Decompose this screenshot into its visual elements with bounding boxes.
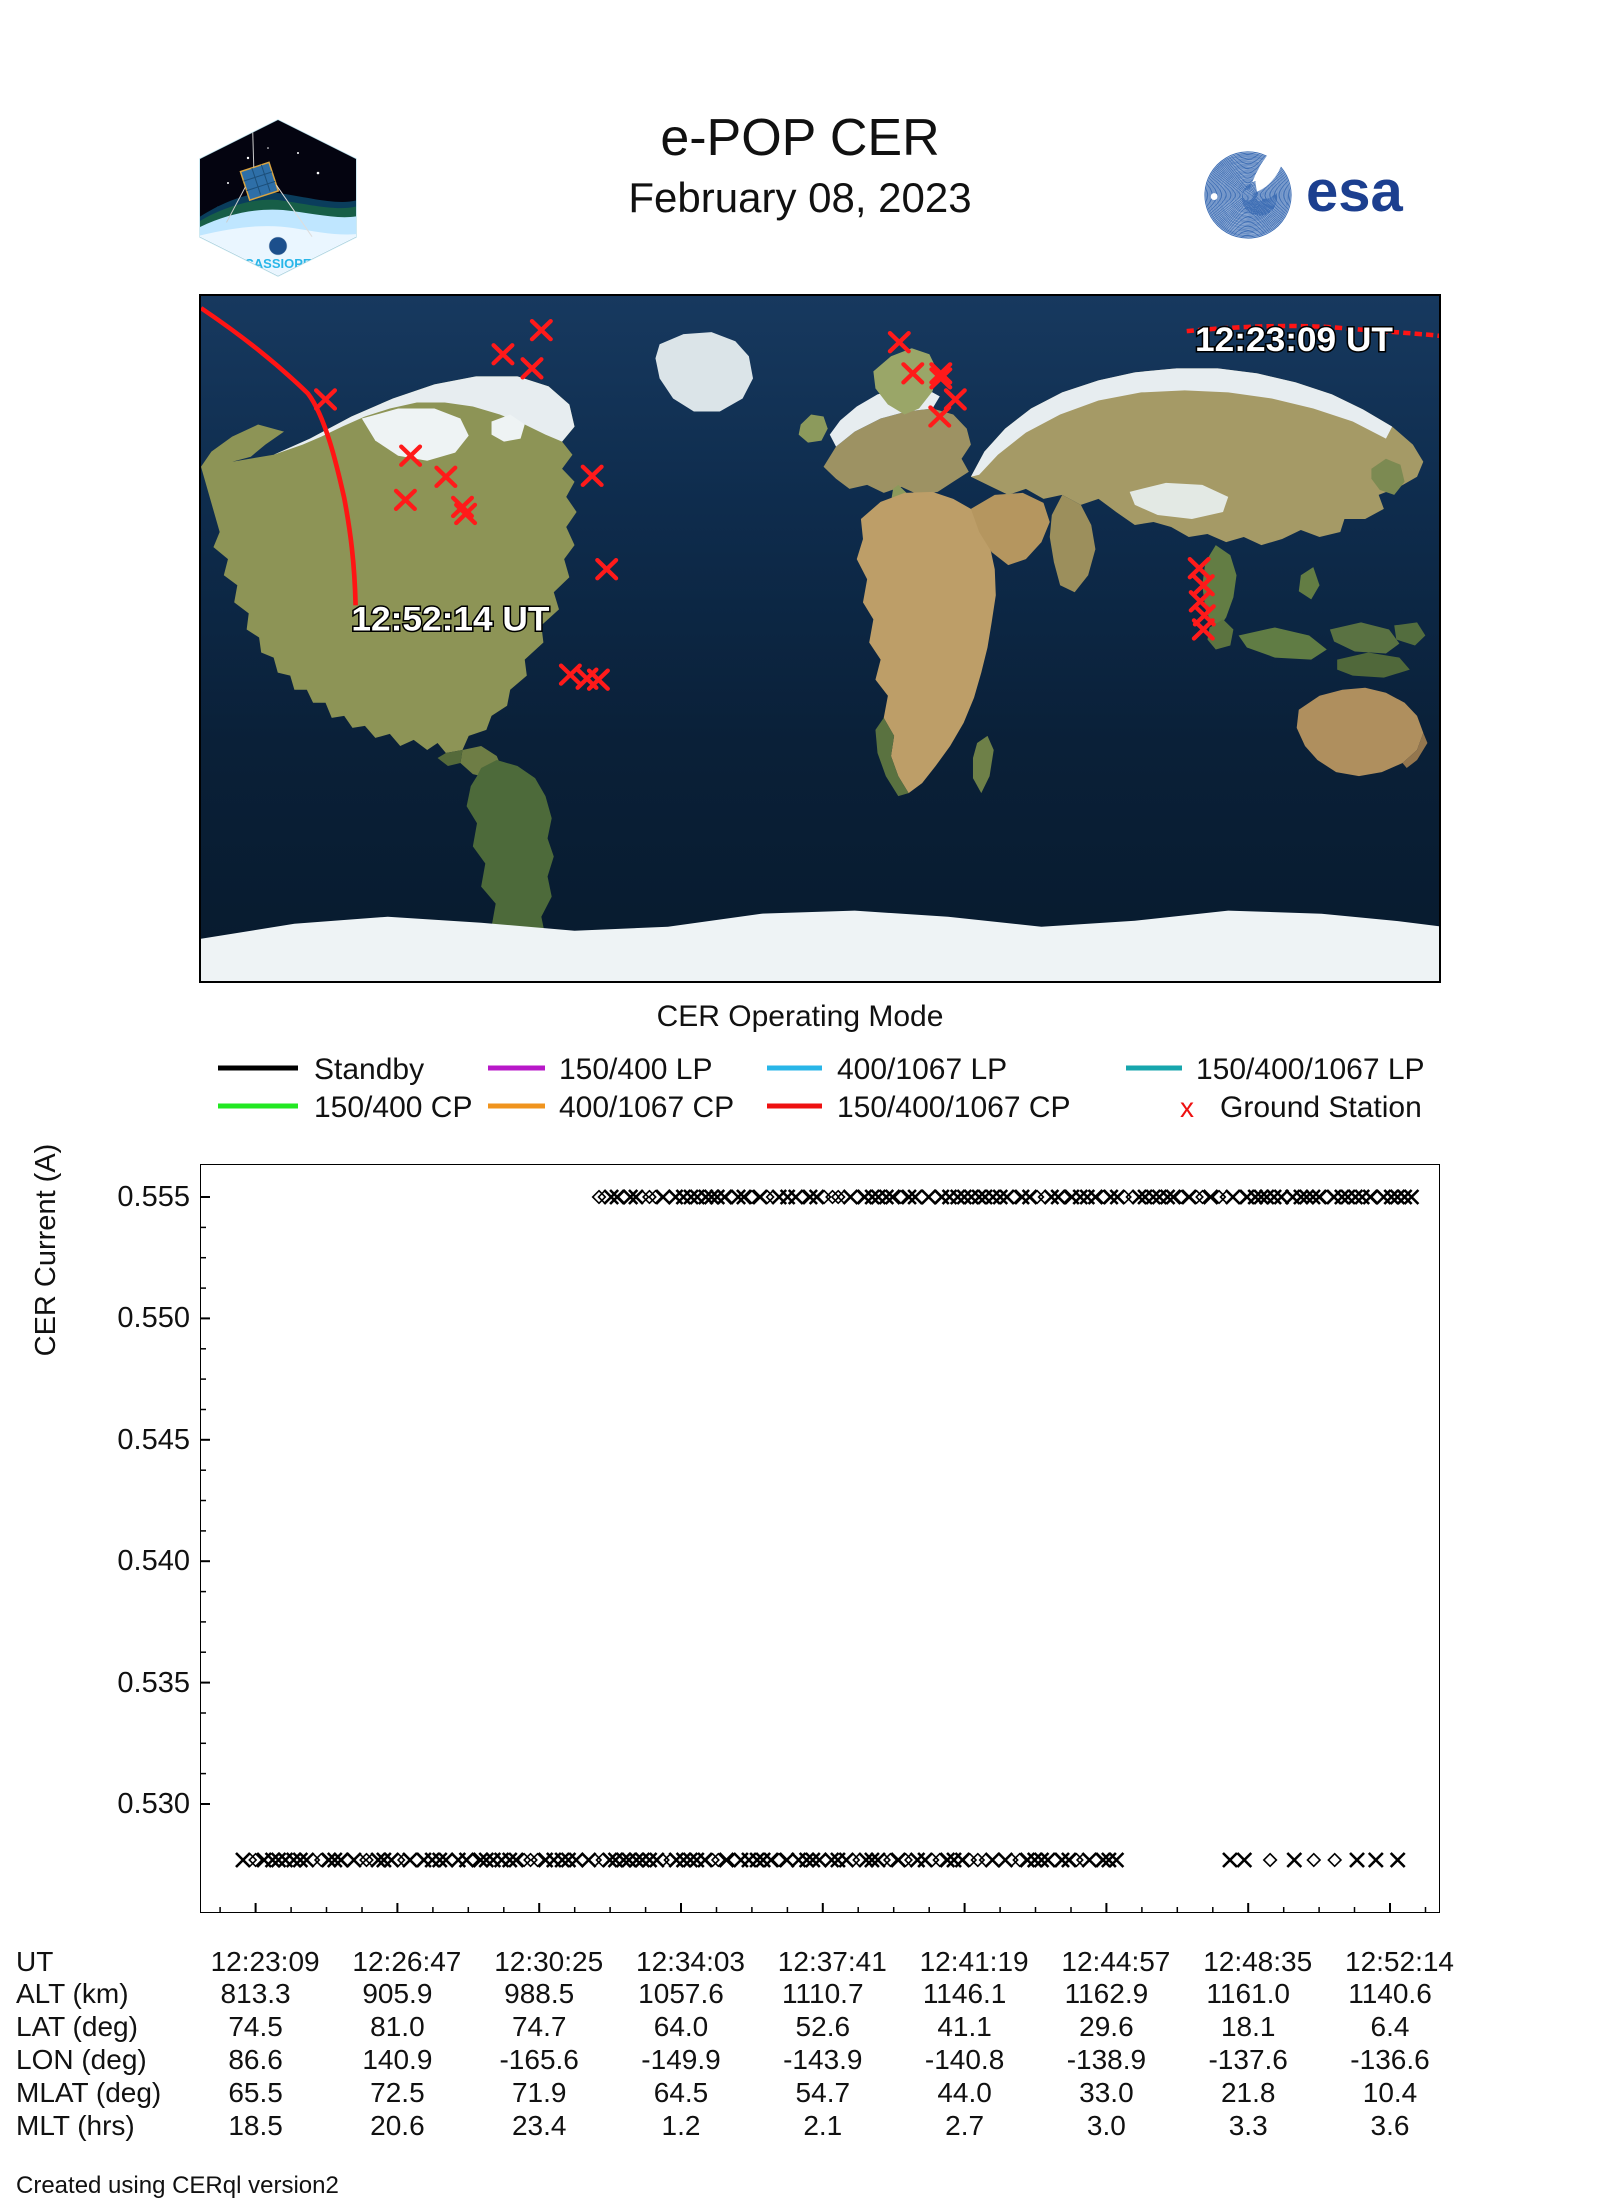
svg-text:Standby: Standby: [314, 1053, 424, 1086]
svg-text:150/400/1067 LP: 150/400/1067 LP: [1196, 1053, 1425, 1086]
svg-text:150/400 LP: 150/400 LP: [559, 1053, 712, 1086]
svg-text:CASSIOPE: CASSIOPE: [244, 256, 312, 271]
svg-text:150/400 CP: 150/400 CP: [314, 1091, 472, 1124]
svg-text:400/1067 LP: 400/1067 LP: [837, 1053, 1007, 1086]
svg-text:12:52:14 UT: 12:52:14 UT: [351, 601, 549, 638]
svg-text:12:23:09 UT: 12:23:09 UT: [1195, 322, 1393, 359]
svg-text:Ground Station: Ground Station: [1220, 1091, 1422, 1124]
svg-text:400/1067 CP: 400/1067 CP: [559, 1091, 734, 1124]
svg-text:150/400/1067 CP: 150/400/1067 CP: [837, 1091, 1071, 1124]
svg-text:x: x: [1180, 1092, 1194, 1123]
